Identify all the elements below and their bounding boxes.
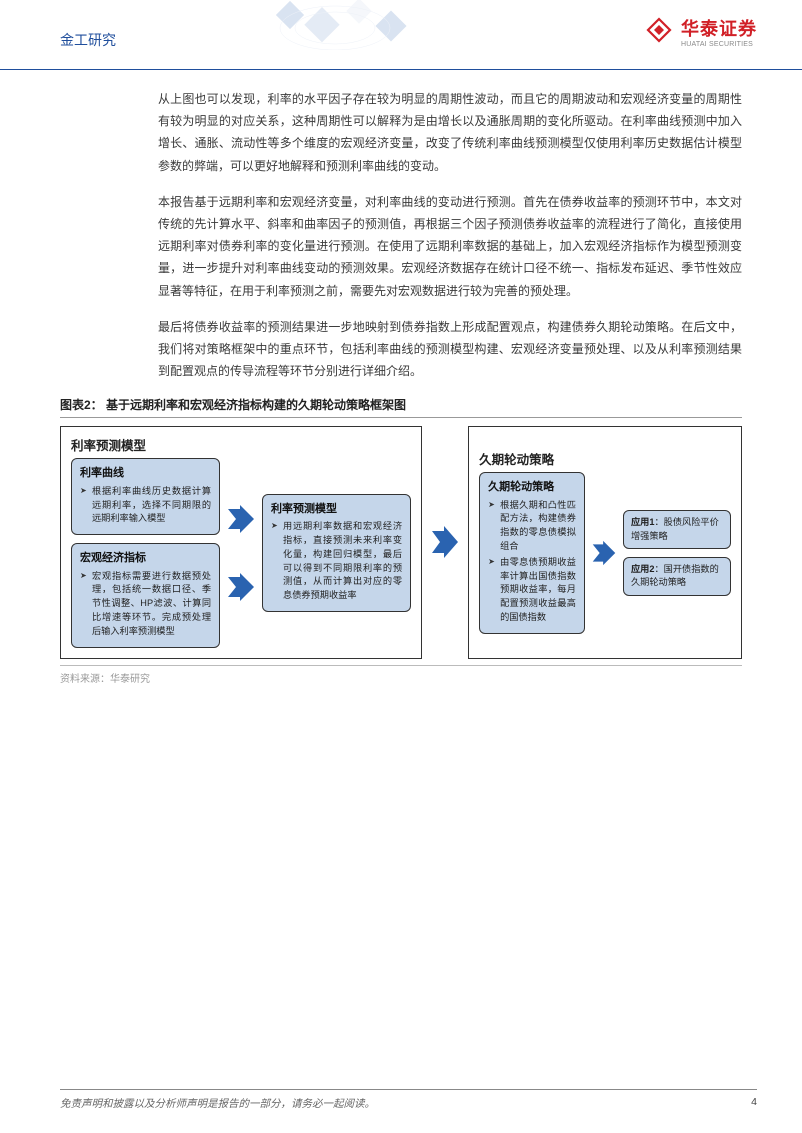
arrow-right-icon bbox=[226, 573, 256, 601]
arrow-right-icon bbox=[430, 526, 460, 558]
box-duration-strategy-title: 久期轮动策略 bbox=[488, 479, 576, 496]
footer-disclaimer: 免责声明和披露以及分析师声明是报告的一部分，请务必一起阅读。 bbox=[60, 1096, 375, 1111]
figure-title: 图表2： 基于远期利率和宏观经济指标构建的久期轮动策略框架图 bbox=[60, 396, 742, 418]
left-panel-title: 利率预测模型 bbox=[71, 435, 411, 454]
logo-en-text: HUATAI SECURITIES bbox=[681, 41, 757, 48]
arrow-right-icon bbox=[591, 540, 617, 566]
right-panel: 久期轮动策略 久期轮动策略 根据久期和凸性匹配方法，构建债券指数的零息债模拟组合… bbox=[468, 426, 742, 658]
arrow-right-icon bbox=[226, 505, 256, 533]
box-rate-model: 利率预测模型 用远期利率数据和宏观经济指标，直接预测未来利率变化量，构建回归模型… bbox=[262, 494, 411, 612]
paragraph-3: 最后将债券收益率的预测结果进一步地映射到债券指数上形成配置观点，构建债券久期轮动… bbox=[158, 316, 742, 383]
left-panel: 利率预测模型 利率曲线 根据利率曲线历史数据计算远期利率，选择不同期限的远期利率… bbox=[60, 426, 422, 658]
header-section-title: 金工研究 bbox=[60, 30, 116, 50]
page-header: 金工研究 华泰证券 HUATAI SECURITIES bbox=[0, 0, 802, 70]
page-number: 4 bbox=[751, 1096, 757, 1111]
brand-logo: 华泰证券 HUATAI SECURITIES bbox=[644, 15, 757, 48]
box-duration-strategy: 久期轮动策略 根据久期和凸性匹配方法，构建债券指数的零息债模拟组合 由零息债预期… bbox=[479, 472, 585, 634]
box-macro: 宏观经济指标 宏观指标需要进行数据预处理，包括统一数据口径、季节性调整、HP滤波… bbox=[71, 543, 220, 647]
box-rate-model-item: 用远期利率数据和宏观经济指标，直接预测未来利率变化量，构建回归模型，最后可以得到… bbox=[271, 520, 402, 603]
mid-arrow bbox=[430, 426, 460, 658]
app1-label: 应用1 bbox=[631, 517, 655, 527]
app-box-2: 应用2：国开债指数的久期轮动策略 bbox=[623, 557, 731, 596]
box-duration-strategy-item: 由零息债预期收益率计算出国债指数预期收益率，每月配置预测收益最高的国债指数 bbox=[488, 556, 576, 625]
logo-cn-text: 华泰证券 bbox=[681, 15, 757, 41]
figure-source: 资料来源：华泰研究 bbox=[60, 665, 742, 685]
box-rate-model-title: 利率预测模型 bbox=[271, 501, 402, 518]
box-macro-item: 宏观指标需要进行数据预处理，包括统一数据口径、季节性调整、HP滤波、计算同比增速… bbox=[80, 570, 211, 639]
app2-label: 应用2 bbox=[631, 564, 655, 574]
logo-mark-icon bbox=[644, 15, 674, 48]
box-yield-curve-title: 利率曲线 bbox=[80, 465, 211, 482]
paragraph-1: 从上图也可以发现，利率的水平因子存在较为明显的周期性波动，而且它的周期波动和宏观… bbox=[158, 88, 742, 177]
paragraph-2: 本报告基于远期利率和宏观经济变量，对利率曲线的变动进行预测。首先在债券收益率的预… bbox=[158, 191, 742, 302]
page-footer: 免责声明和披露以及分析师声明是报告的一部分，请务必一起阅读。 4 bbox=[60, 1089, 757, 1111]
body-text-block: 从上图也可以发现，利率的水平因子存在较为明显的周期性波动，而且它的周期波动和宏观… bbox=[158, 88, 742, 382]
app-box-1: 应用1：股债风险平价增强策略 bbox=[623, 510, 731, 549]
header-decor-graphic bbox=[240, 0, 480, 50]
box-macro-title: 宏观经济指标 bbox=[80, 550, 211, 567]
framework-diagram: 利率预测模型 利率曲线 根据利率曲线历史数据计算远期利率，选择不同期限的远期利率… bbox=[60, 426, 742, 658]
right-panel-title: 久期轮动策略 bbox=[479, 449, 731, 468]
box-duration-strategy-item: 根据久期和凸性匹配方法，构建债券指数的零息债模拟组合 bbox=[488, 499, 576, 554]
box-yield-curve: 利率曲线 根据利率曲线历史数据计算远期利率，选择不同期限的远期利率输入模型 bbox=[71, 458, 220, 535]
box-yield-curve-item: 根据利率曲线历史数据计算远期利率，选择不同期限的远期利率输入模型 bbox=[80, 485, 211, 526]
